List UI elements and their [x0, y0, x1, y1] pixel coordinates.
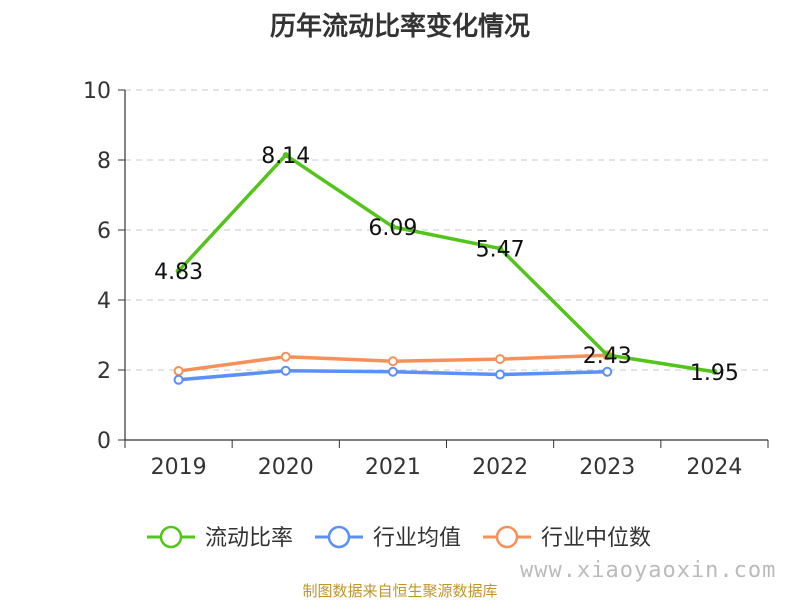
data-point — [280, 365, 291, 376]
x-tick-label: 2023 — [579, 455, 635, 480]
data-point — [495, 354, 506, 365]
data-point — [495, 369, 506, 380]
data-point — [602, 366, 613, 377]
x-tick-label: 2024 — [686, 455, 742, 480]
data-point — [282, 152, 289, 159]
y-tick-label: 4 — [97, 289, 111, 314]
x-tick-label: 2020 — [258, 455, 314, 480]
grid-lines — [125, 89, 768, 371]
data-point — [280, 351, 291, 362]
data-point — [497, 245, 504, 252]
y-tick-label: 2 — [97, 359, 111, 384]
data-point — [387, 356, 398, 367]
data-label: 1.95 — [690, 361, 739, 386]
x-tick-label: 2021 — [365, 455, 421, 480]
data-point — [173, 366, 184, 377]
axes: 0 2 4 6 8 10 2019 2020 2021 2022 2023 2024 — [83, 79, 769, 480]
data-point — [387, 366, 398, 377]
data-point — [175, 267, 182, 274]
legend-item: 流动比率 — [147, 525, 293, 551]
y-tick-label: 6 — [97, 219, 111, 244]
y-tick-label: 10 — [83, 79, 111, 104]
legend-swatch-marker — [495, 525, 519, 549]
data-label: 2.43 — [583, 344, 632, 369]
data-labels: 4.83 8.14 6.09 5.47 2.43 1.95 — [154, 144, 739, 386]
data-label: 6.09 — [368, 216, 417, 241]
series-line — [177, 153, 715, 374]
watermark: www.xiaoyaoxin.com — [520, 558, 777, 583]
y-tick-label: 8 — [97, 149, 111, 174]
legend-item: 行业均值 — [315, 525, 461, 551]
y-tick-label: 0 — [97, 429, 111, 454]
data-point — [389, 223, 396, 230]
legend: 流动比率 行业均值 行业中位数 — [147, 525, 651, 551]
source-note: 制图数据来自恒生聚源数据库 — [302, 582, 498, 600]
data-point — [711, 368, 718, 375]
series-lines — [173, 152, 718, 385]
x-tick-label: 2019 — [151, 455, 207, 480]
legend-swatch-marker — [159, 525, 183, 549]
legend-label: 流动比率 — [205, 526, 293, 551]
x-tick-label: 2022 — [472, 455, 528, 480]
data-point — [173, 374, 184, 385]
legend-item: 行业中位数 — [483, 525, 651, 551]
chart-title: 历年流动比率变化情况 — [269, 12, 530, 42]
legend-label: 行业中位数 — [541, 526, 651, 551]
data-point — [604, 351, 611, 358]
legend-swatch-marker — [327, 525, 351, 549]
data-label: 4.83 — [154, 260, 203, 285]
data-label: 5.47 — [476, 238, 525, 263]
data-label: 8.14 — [261, 144, 310, 169]
legend-label: 行业均值 — [373, 526, 461, 551]
